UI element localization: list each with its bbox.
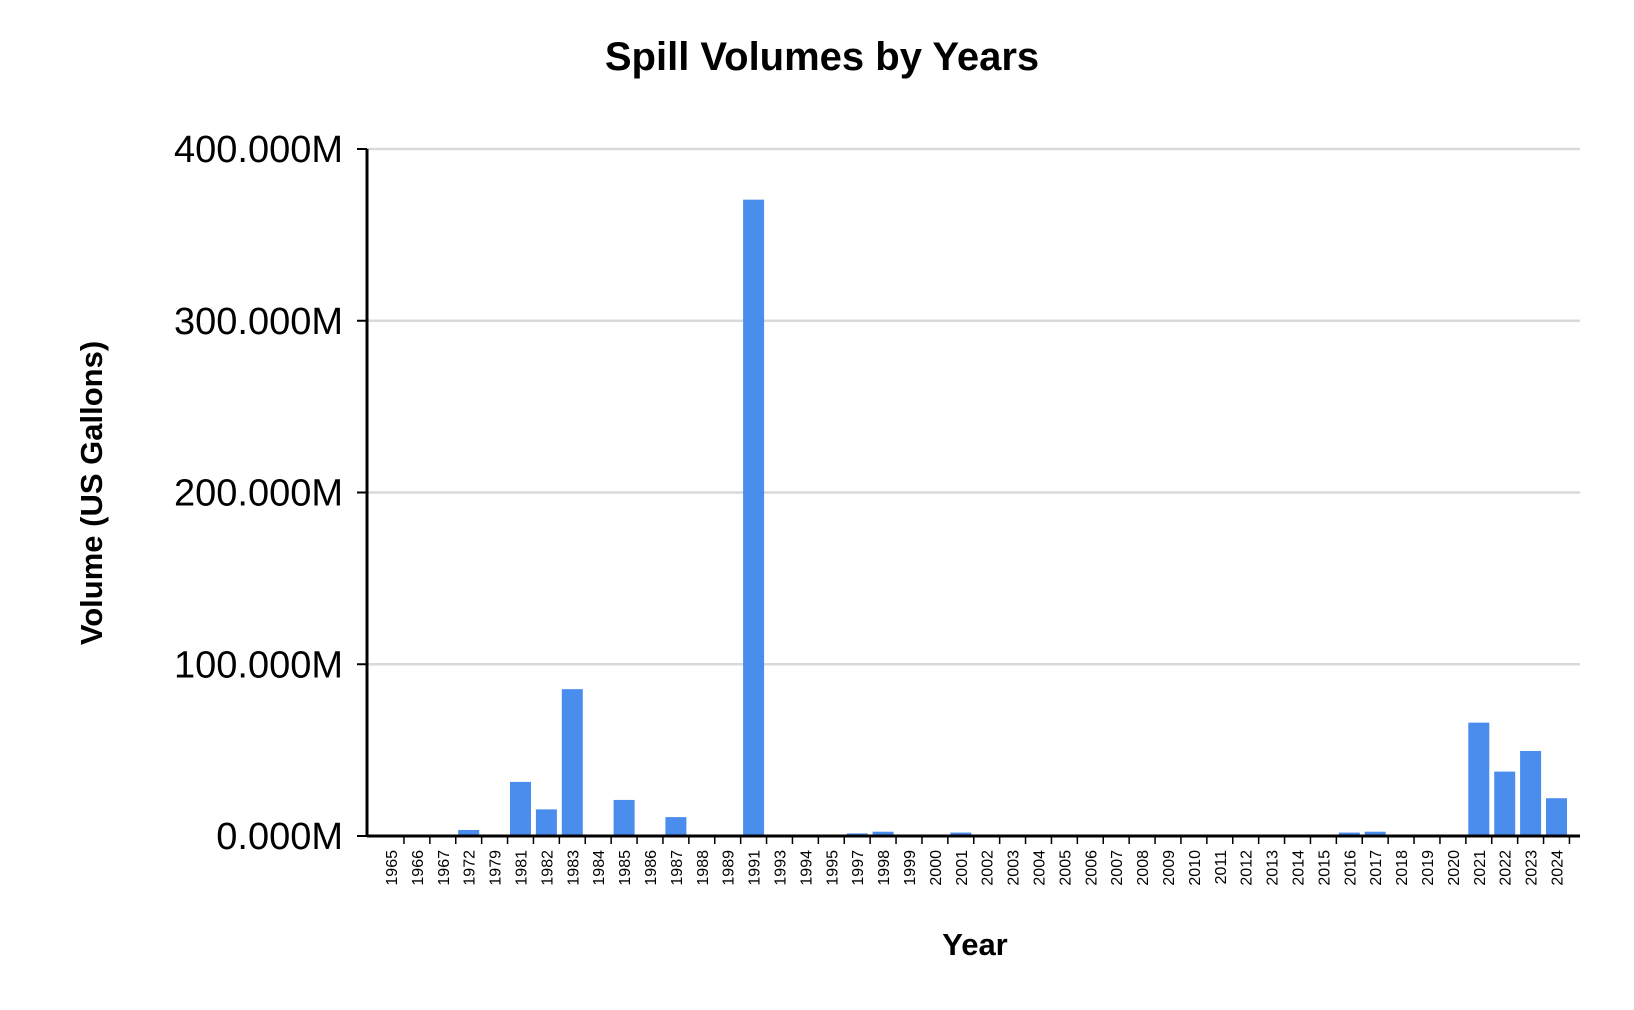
x-tick-label: 2021 <box>1472 850 1489 886</box>
x-tick-label: 2003 <box>1006 850 1023 886</box>
x-tick-label: 2018 <box>1394 850 1411 886</box>
bar <box>1546 798 1567 836</box>
x-tick-label: 1997 <box>850 850 867 886</box>
x-tick-label: 1979 <box>488 850 505 886</box>
x-tick-label: 1986 <box>643 850 660 886</box>
x-tick-label: 2001 <box>954 850 971 886</box>
x-tick-label: 1984 <box>591 850 608 886</box>
x-tick-label: 2009 <box>1161 850 1178 886</box>
x-tick-label: 1994 <box>798 850 815 886</box>
x-tick-label: 1983 <box>565 850 582 886</box>
x-tick-label: 1987 <box>669 850 686 886</box>
bar <box>1338 832 1360 836</box>
x-tick-label: 2013 <box>1265 850 1282 886</box>
x-tick-label: 2004 <box>1032 850 1049 886</box>
x-tick-label: 1999 <box>902 850 919 886</box>
x-tick-label: 1995 <box>824 850 841 886</box>
x-tick-label: 2005 <box>1057 850 1074 886</box>
x-tick-label: 1985 <box>617 850 634 886</box>
x-tick-label: 2010 <box>1187 850 1204 886</box>
bars <box>380 199 1567 836</box>
bar <box>665 817 687 836</box>
x-tick-label: 2019 <box>1420 850 1437 886</box>
bar <box>1520 750 1542 836</box>
x-tick-label: 1981 <box>514 850 531 886</box>
x-tick-label: 2008 <box>1135 850 1152 886</box>
x-tick-label: 2017 <box>1368 850 1385 886</box>
x-tick-label: 2006 <box>1083 850 1100 886</box>
bar <box>613 799 635 836</box>
gridlines <box>367 147 1580 666</box>
y-tick-label: 100.000M <box>174 644 343 686</box>
x-tick-label: 1991 <box>747 850 764 886</box>
x-axis-title: Year <box>942 927 1008 962</box>
y-axis-title: Volume (US Gallons) <box>74 341 109 645</box>
x-tick-label: 2022 <box>1498 850 1515 886</box>
x-tick-label: 1965 <box>384 850 401 886</box>
bar <box>950 832 972 836</box>
x-tick-label: 2014 <box>1291 850 1308 886</box>
x-tick-label: 2015 <box>1316 850 1333 886</box>
y-tick-label: 300.000M <box>174 301 343 343</box>
bar <box>743 199 765 836</box>
x-tick-label: 1988 <box>695 850 712 886</box>
y-tick-label: 0.000M <box>216 816 343 858</box>
x-tick-label: 2002 <box>980 850 997 886</box>
bar <box>561 689 583 836</box>
x-tick-label: 1998 <box>876 850 893 886</box>
x-tick-label: 1993 <box>773 850 790 886</box>
x-tick-label: 2023 <box>1524 850 1541 886</box>
x-tick-label: 2012 <box>1239 850 1256 886</box>
x-tick-label: 2016 <box>1342 850 1359 886</box>
x-tick-label: 2011 <box>1213 850 1230 885</box>
x-tick-label: 1966 <box>410 850 427 886</box>
x-tick-label: 1972 <box>462 850 479 886</box>
bar <box>1494 771 1516 836</box>
y-tick-label: 400.000M <box>174 129 343 171</box>
bar <box>510 781 531 836</box>
x-tick-label: 1989 <box>721 850 738 886</box>
bar <box>535 809 557 836</box>
y-tick-label: 200.000M <box>174 473 343 515</box>
bar <box>1364 831 1386 836</box>
x-tick-label: 2000 <box>928 850 945 886</box>
bar <box>1468 722 1490 836</box>
y-axis-ticks: 0.000M 100.000M 200.000M 300.000M 400.000M <box>174 129 367 858</box>
chart-title: Spill Volumes by Years <box>605 35 1039 79</box>
x-tick-label: 2024 <box>1550 850 1567 886</box>
x-tick-label: 2020 <box>1446 850 1463 886</box>
x-tick-label: 1982 <box>539 850 556 886</box>
bar <box>872 831 894 836</box>
x-tick-label: 2007 <box>1109 850 1126 886</box>
bar <box>458 829 480 836</box>
x-tick-label: 1967 <box>436 850 453 886</box>
x-axis-ticks: 1965 1966 1967 1972 1979 1981 1982 1983 1984 1985… <box>384 836 1571 886</box>
